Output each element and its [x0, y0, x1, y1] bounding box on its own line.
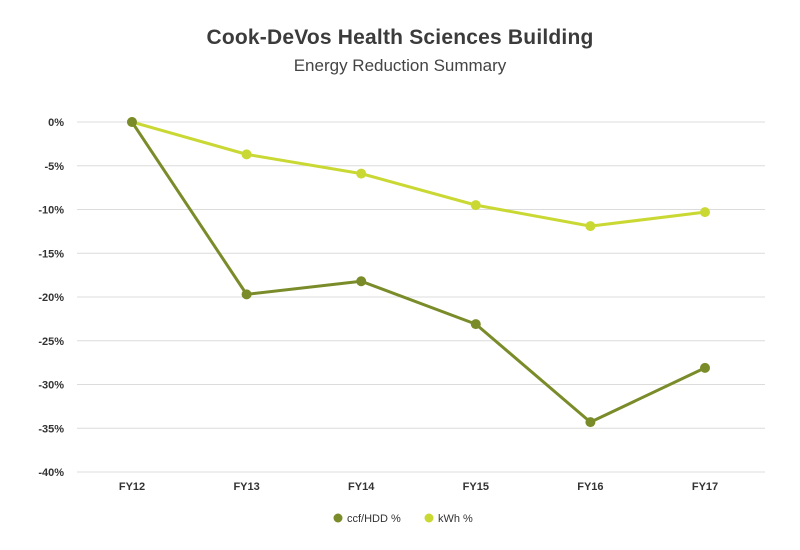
series-1 — [127, 117, 710, 428]
data-point — [127, 117, 137, 127]
x-tick-label: FY15 — [463, 481, 489, 493]
data-point — [241, 289, 252, 300]
series-layer — [127, 117, 710, 428]
chart-subtitle: Energy Reduction Summary — [293, 56, 507, 75]
y-axis-ticks: 0% -5% -10% -15% -20% -25% -30% -35% -40% — [38, 117, 64, 479]
data-point — [470, 319, 481, 330]
x-axis-ticks: FY12 FY13 FY14 FY15 FY16 FY17 — [119, 481, 718, 493]
legend-label: kWh % — [438, 513, 473, 525]
y-tick-label: 0% — [48, 117, 64, 129]
legend-marker — [424, 513, 434, 523]
series-line — [130, 120, 707, 424]
legend-item: ccf/HDD % — [333, 513, 401, 525]
y-tick-label: -25% — [38, 336, 64, 348]
data-point — [241, 149, 252, 160]
series-line — [130, 120, 707, 228]
data-point — [470, 200, 481, 211]
legend-item: kWh % — [424, 513, 473, 525]
data-point — [356, 168, 367, 179]
y-tick-label: -20% — [38, 292, 64, 304]
data-point — [585, 417, 596, 428]
chart-title: Cook-DeVos Health Sciences Building — [206, 26, 594, 49]
legend-marker — [333, 513, 343, 523]
x-tick-label: FY13 — [233, 481, 259, 493]
data-point — [585, 221, 596, 232]
x-tick-label: FY17 — [692, 481, 718, 493]
data-point — [700, 207, 710, 218]
y-tick-label: -40% — [38, 467, 64, 479]
x-tick-label: FY12 — [119, 481, 145, 493]
y-tick-label: -5% — [44, 161, 64, 173]
x-tick-label: FY14 — [348, 481, 375, 493]
y-tick-label: -15% — [38, 248, 64, 260]
x-tick-label: FY16 — [577, 481, 603, 493]
series-2 — [127, 117, 710, 232]
legend: ccf/HDD % kWh % — [333, 513, 473, 525]
data-point — [700, 362, 710, 373]
legend-label: ccf/HDD % — [347, 513, 401, 525]
y-tick-label: -10% — [38, 205, 64, 217]
data-point — [356, 276, 367, 287]
y-tick-label: -35% — [38, 423, 64, 435]
grid-lines — [77, 121, 765, 473]
y-tick-label: -30% — [38, 380, 64, 392]
